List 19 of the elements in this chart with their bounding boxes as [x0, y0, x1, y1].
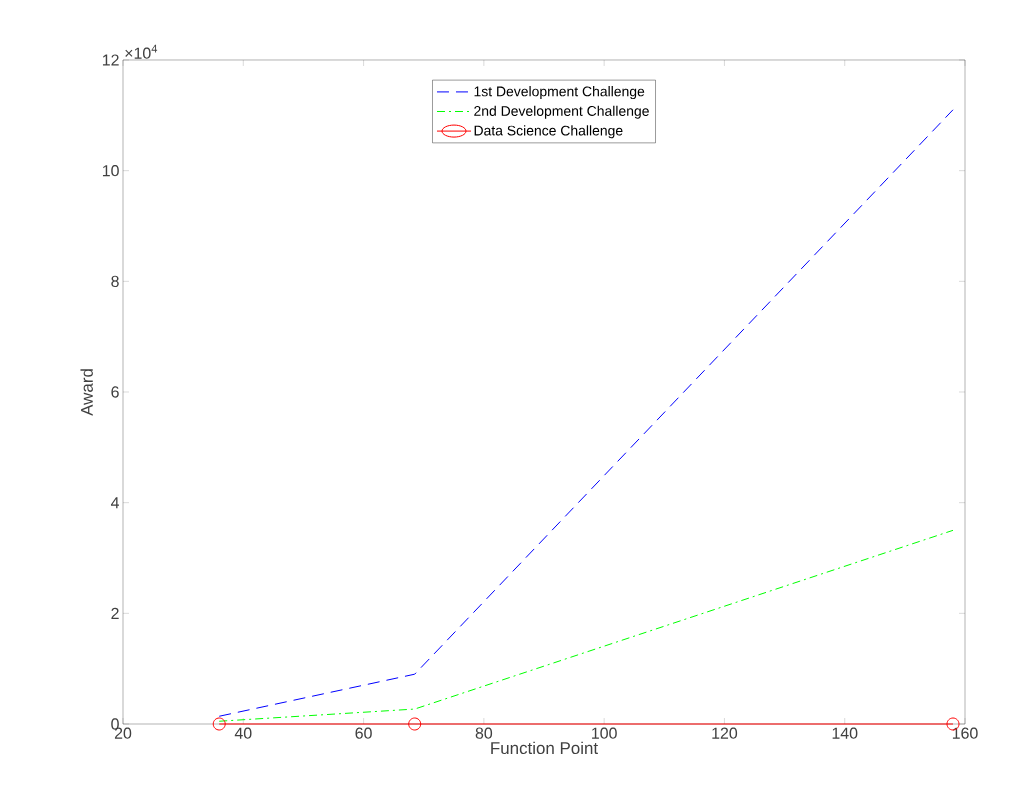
x-axis-title: Function Point	[491, 741, 598, 755]
legend-label: 2nd Development Challenge	[474, 105, 649, 119]
x-tick-label: 100	[592, 727, 617, 739]
y-tick-label: 8	[111, 275, 119, 287]
x-tick-label: 140	[832, 727, 858, 739]
x-tick-label: 40	[234, 727, 252, 739]
y-tick-label: 4	[110, 497, 120, 509]
y-tick-label: 6	[111, 386, 119, 398]
x-tick-label: 80	[475, 727, 493, 739]
legend-label: Data Science Challenge	[474, 125, 623, 139]
y-axis-title: Award	[80, 369, 93, 416]
legend-label: 1st Development Challenge	[474, 86, 645, 100]
y-tick-label: 12	[102, 54, 119, 66]
y-tick-label: 10	[102, 165, 119, 177]
x-tick-label: 120	[712, 727, 738, 739]
y-tick-label: 2	[111, 607, 119, 619]
x-tick-label: 160	[952, 727, 978, 739]
x-tick-label: 60	[355, 727, 372, 739]
text: ×10$^{4}$	[125, 44, 158, 59]
